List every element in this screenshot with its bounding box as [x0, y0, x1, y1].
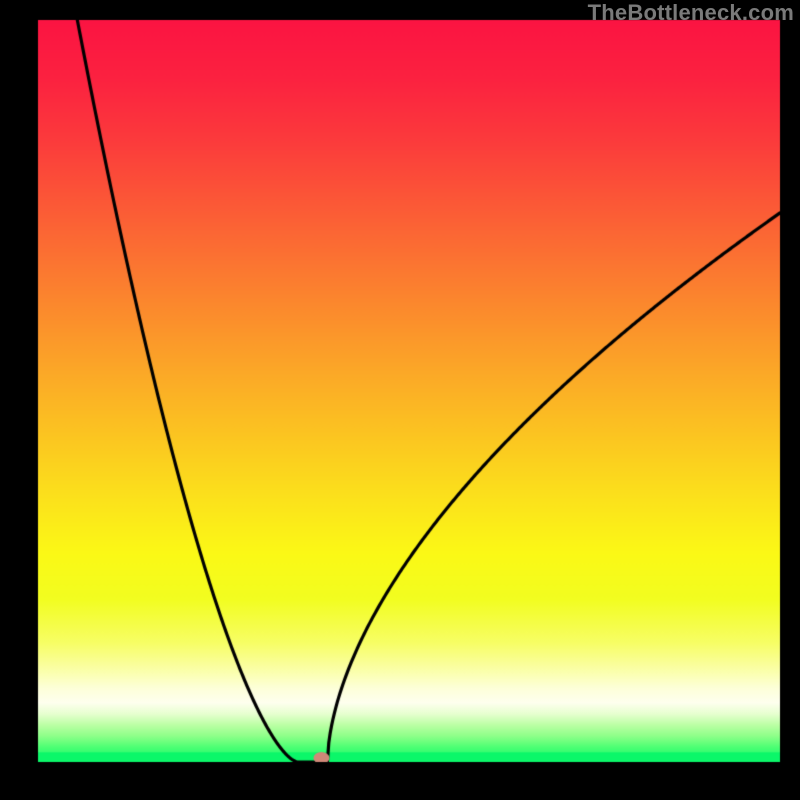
bottleneck-curve-chart — [0, 0, 800, 800]
watermark-text: TheBottleneck.com — [588, 0, 794, 26]
chart-container: TheBottleneck.com — [0, 0, 800, 800]
